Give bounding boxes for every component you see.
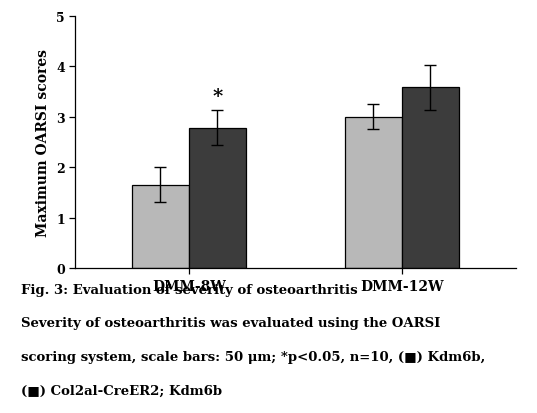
Text: Severity of osteoarthritis was evaluated using the OARSI: Severity of osteoarthritis was evaluated… — [21, 316, 441, 329]
Bar — [345, 117, 402, 268]
Text: (■) Col2al-CreER2; Kdm6b: (■) Col2al-CreER2; Kdm6b — [21, 384, 223, 396]
Bar — [402, 88, 459, 268]
Bar — [132, 185, 189, 268]
Bar — [189, 128, 245, 268]
Text: Fig. 3: Evaluation of severity of osteoarthritis: Fig. 3: Evaluation of severity of osteoa… — [21, 283, 358, 296]
Text: scoring system, scale bars: 50 μm; *p<0.05, n=10, (■) Kdm6b,: scoring system, scale bars: 50 μm; *p<0.… — [21, 350, 486, 363]
Text: *: * — [212, 88, 222, 106]
Y-axis label: Maximum OARSI scores: Maximum OARSI scores — [37, 49, 50, 236]
